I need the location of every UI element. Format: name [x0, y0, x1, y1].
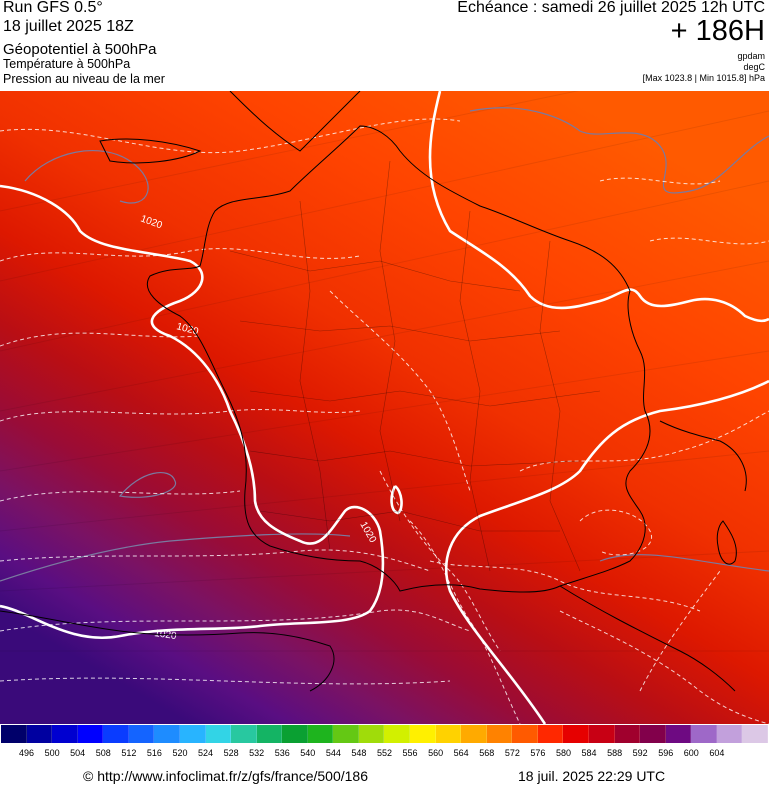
scale-swatch [486, 725, 513, 743]
scale-labels: 496 500 504 508 512 516 520 524 528 532 536 540 544 5… [1, 748, 768, 760]
scale-swatch [26, 725, 53, 743]
scale-tick-label: 532 [249, 748, 265, 758]
pressure-range: [Max 1023.8 | Min 1015.8] hPa [642, 73, 765, 83]
scale-tick-label: 600 [683, 748, 699, 758]
layer-geopotential-label: Géopotentiel à 500hPa [3, 41, 157, 58]
scale-tick-label: 552 [376, 748, 393, 758]
scale-tick-label: 536 [274, 748, 290, 758]
scale-tick-label: 520 [172, 748, 188, 758]
scale-swatch [154, 725, 180, 743]
scale-tick-label: 508 [95, 748, 111, 758]
scale-swatch [512, 725, 538, 743]
isobars-1020 [0, 91, 769, 724]
scale-swatch [179, 725, 206, 743]
scale-tick-label: 584 [581, 748, 597, 758]
scale-swatch [588, 725, 615, 743]
scale-tick-label: 556 [402, 748, 418, 758]
scale-tick-label: 544 [325, 748, 341, 758]
minor-isobars [0, 107, 769, 582]
scale-tick-label: 496 [19, 748, 35, 758]
scale-swatch [128, 725, 155, 743]
scale-swatch [640, 725, 666, 743]
scale-swatches [1, 725, 768, 743]
scale-tick-label: 548 [351, 748, 367, 758]
country-borders [0, 91, 747, 692]
scale-tick-label: 560 [428, 748, 444, 758]
isotherms [0, 118, 769, 724]
unit-geopotential: gpdam [737, 51, 765, 61]
scale-tick-label: 528 [223, 748, 239, 758]
scale-swatch [231, 725, 257, 743]
scale-swatch [205, 725, 232, 743]
scale-tick-label: 500 [44, 748, 60, 758]
scale-swatch [384, 725, 410, 743]
scale-swatch [614, 725, 641, 743]
forecast-horizon: + 186H [670, 15, 765, 47]
scale-swatch [282, 725, 308, 743]
scale-tick-label: 576 [530, 748, 546, 758]
scale-tick-label: 572 [504, 748, 520, 758]
scale-tick-label: 516 [146, 748, 162, 758]
scale-swatch [77, 725, 104, 743]
scale-tick-label: 524 [198, 748, 214, 758]
layer-pressure-label: Pression au niveau de la mer [3, 72, 165, 86]
scale-swatch [1, 725, 27, 743]
layer-temperature-label: Température à 500hPa [3, 57, 131, 71]
field-background [0, 91, 769, 724]
scale-tick-label: 540 [300, 748, 316, 758]
scale-tick-label: 592 [632, 748, 648, 758]
scale-swatch [256, 725, 283, 743]
scale-tick-label: 580 [555, 748, 571, 758]
scale-swatch [410, 725, 436, 743]
scale-swatch [716, 725, 743, 743]
run-title: Run GFS 0.5° [3, 0, 103, 16]
scale-swatch [103, 725, 129, 743]
scale-swatch [358, 725, 385, 743]
scale-tick-label: 596 [658, 748, 674, 758]
color-scale: 496 500 504 508 512 516 520 524 528 532 536 540 544 5… [0, 724, 769, 762]
scale-swatch [691, 725, 717, 743]
geopotential-bands [0, 91, 769, 652]
scale-swatch [461, 725, 487, 743]
map-canvas: 1020 1020 1020 1020 [0, 91, 769, 724]
scale-tick-label: 564 [453, 748, 469, 758]
scale-swatch [52, 725, 78, 743]
scale-swatch [435, 725, 462, 743]
scale-swatch [537, 725, 564, 743]
run-date: 18 juillet 2025 18Z [3, 18, 134, 35]
scale-tick-label: 568 [479, 748, 495, 758]
footer-source: © http://www.infoclimat.fr/z/gfs/france/… [83, 768, 368, 784]
department-borders [229, 160, 601, 572]
scale-tick-label: 588 [607, 748, 623, 758]
scale-tick-label: 512 [121, 748, 137, 758]
echeance-label: Echéance : samedi 26 juillet 2025 12h UT… [457, 0, 765, 16]
weather-map: 1020 1020 1020 1020 [0, 91, 769, 724]
unit-temperature: degC [743, 62, 765, 72]
scale-tick-label: 504 [70, 748, 86, 758]
scale-swatch [563, 725, 589, 743]
footer-generated-date: 18 juil. 2025 22:29 UTC [518, 768, 666, 784]
scale-swatch [307, 725, 334, 743]
scale-tick-label: 604 [709, 748, 725, 758]
scale-swatch [333, 725, 359, 743]
scale-swatch [665, 725, 692, 743]
scale-swatch [742, 725, 768, 743]
